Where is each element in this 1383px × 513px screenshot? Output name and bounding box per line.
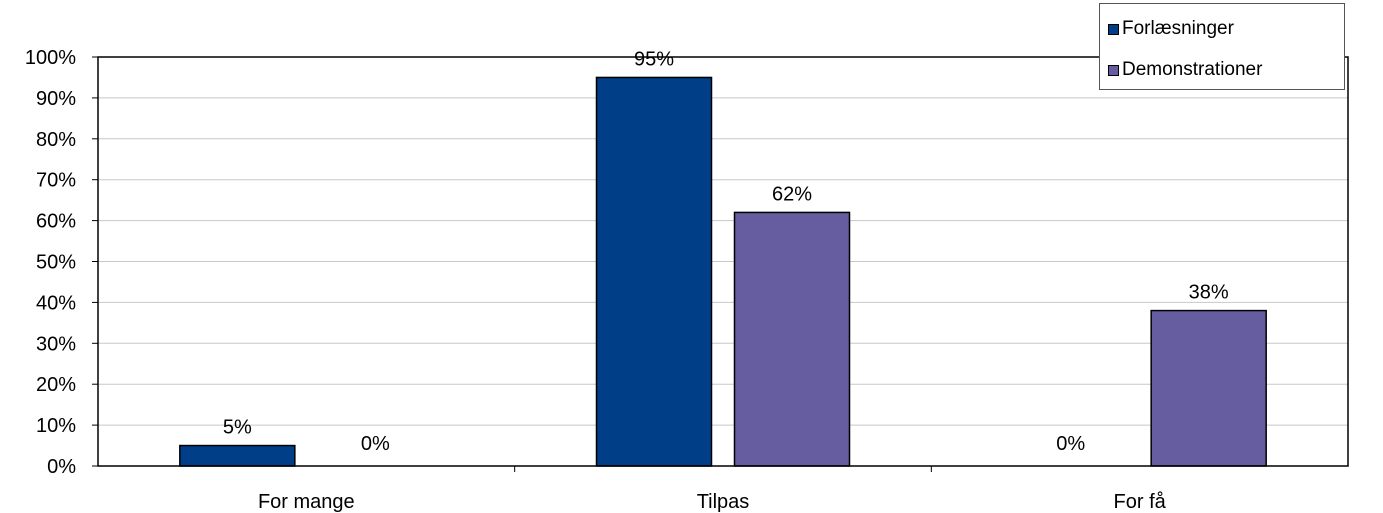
legend-item-demonstrationer: Demonstrationer bbox=[1108, 59, 1262, 81]
legend-swatch-forlaesninger bbox=[1108, 23, 1119, 35]
data-label: 0% bbox=[1056, 433, 1085, 455]
legend-swatch-demonstrationer bbox=[1108, 64, 1119, 76]
plot-area-border bbox=[97, 56, 1349, 467]
x-category-label: Tilpas bbox=[697, 491, 750, 513]
x-category-label: For mange bbox=[258, 491, 355, 513]
x-axis-categories: For mange Tilpas For få bbox=[258, 466, 1167, 513]
bar bbox=[595, 76, 713, 467]
y-tick-label: 100% bbox=[25, 47, 76, 69]
y-tick-label: 70% bbox=[36, 170, 76, 192]
y-tick-label: 40% bbox=[36, 292, 76, 314]
bar bbox=[179, 444, 296, 467]
legend: Forlæsninger Demonstrationer bbox=[1099, 3, 1345, 90]
legend-label-demonstrationer: Demonstrationer bbox=[1122, 59, 1263, 80]
y-axis-ticks: 0% 10% 20% 30% 40% 50% 60% 70% 80% 90% 100% bbox=[25, 47, 98, 478]
bars bbox=[179, 76, 1267, 467]
data-label: 95% bbox=[634, 48, 674, 70]
data-label: 0% bbox=[361, 433, 390, 455]
x-category-label: For få bbox=[1114, 491, 1167, 513]
data-label: 62% bbox=[772, 183, 812, 205]
legend-item-forlaesninger: Forlæsninger bbox=[1108, 18, 1234, 40]
y-tick-label: 90% bbox=[36, 88, 76, 110]
data-label: 38% bbox=[1189, 282, 1229, 304]
data-label: 5% bbox=[223, 417, 252, 439]
y-tick-label: 30% bbox=[36, 333, 76, 355]
data-labels: 5% 0% 95% 62% 0% 38% bbox=[223, 48, 1229, 455]
y-tick-label: 80% bbox=[36, 129, 76, 151]
y-tick-label: 20% bbox=[36, 374, 76, 396]
y-tick-label: 50% bbox=[36, 252, 76, 274]
legend-label-forlaesninger: Forlæsninger bbox=[1122, 18, 1234, 39]
y-tick-label: 60% bbox=[36, 211, 76, 233]
gridlines bbox=[98, 97, 1348, 426]
y-tick-label: 10% bbox=[36, 415, 76, 437]
bar bbox=[1150, 309, 1267, 467]
y-tick-label: 0% bbox=[47, 456, 76, 478]
bar bbox=[733, 211, 851, 467]
